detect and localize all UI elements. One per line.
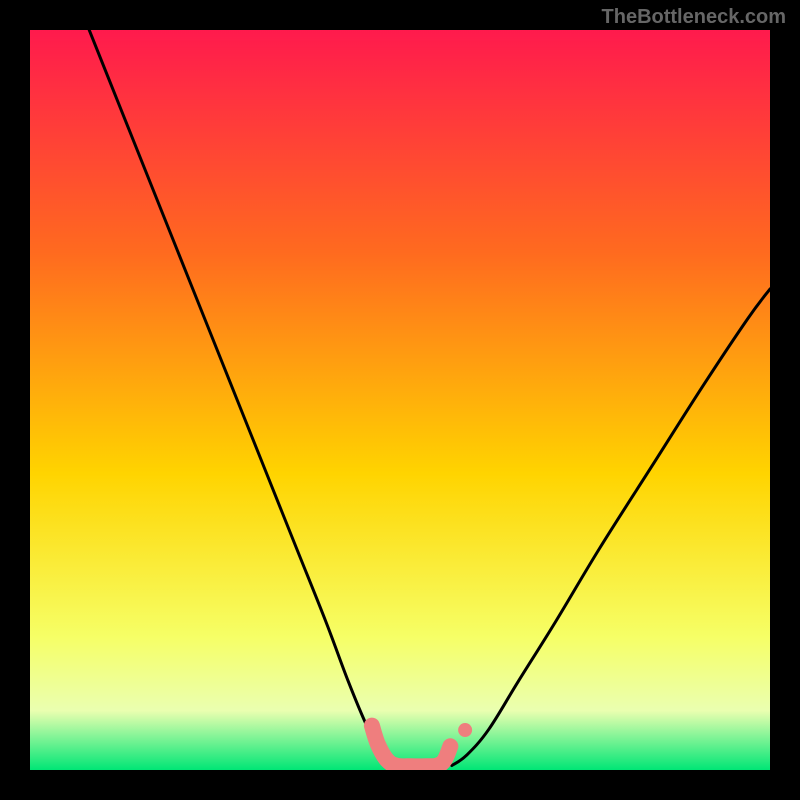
chart-root: TheBottleneck.com (0, 0, 800, 800)
optimal-band-endpoint (458, 723, 472, 737)
bottleneck-curve-chart (0, 0, 800, 800)
plot-background (30, 30, 770, 770)
